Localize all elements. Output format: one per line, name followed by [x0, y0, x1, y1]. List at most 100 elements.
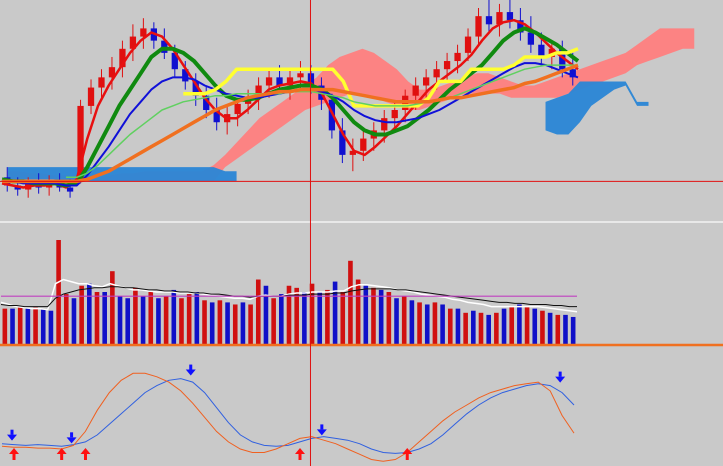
volume-bar-17	[133, 287, 138, 344]
candle-body	[129, 36, 137, 49]
candlestick-17	[182, 61, 189, 90]
volume-bar-26	[202, 300, 207, 344]
candle-body	[339, 130, 346, 155]
volume-bar-0	[2, 308, 8, 344]
candle-body	[527, 32, 535, 45]
volume-bar-21	[163, 296, 169, 344]
candle-body	[276, 77, 283, 86]
volume-bar-47	[363, 285, 369, 344]
volume-bar-2	[17, 306, 23, 344]
arrow-shaft	[84, 454, 87, 460]
candlestick-12	[129, 24, 137, 62]
buy-signal-arrow-1	[9, 448, 19, 460]
moving-average-line-1	[1, 18, 579, 189]
candle-body	[548, 48, 555, 57]
buy-signal-arrow-8	[402, 448, 413, 460]
moving-average-line-6	[2, 63, 579, 184]
arrow-head	[402, 448, 413, 454]
volume-bar-70	[540, 310, 545, 344]
volume-bar-35	[271, 298, 276, 344]
candle-body	[412, 85, 419, 96]
volume-bar-68	[524, 306, 530, 344]
volume-bar-40	[309, 283, 315, 344]
volume-bar-19	[148, 292, 154, 344]
candlestick-50	[527, 16, 535, 53]
volume-bar-71	[547, 312, 553, 344]
volume-bar-53	[409, 300, 415, 344]
moving-average-line-2	[1, 26, 580, 188]
candle-body	[108, 67, 116, 78]
moving-average-line-5	[66, 64, 578, 179]
ichimoku-cloud-blue	[545, 81, 649, 135]
volume-bar-69	[532, 308, 538, 344]
volume-bar-11	[87, 283, 92, 344]
volume-bar-9	[71, 298, 77, 344]
volume-bar-42	[325, 289, 330, 344]
candle-body	[391, 110, 398, 119]
volume-bar-5	[40, 309, 46, 344]
arrow-head	[185, 369, 196, 376]
volume-bar-61	[471, 310, 476, 344]
oscillator-panel[interactable]	[1, 364, 575, 462]
volume-bar-20	[156, 298, 161, 344]
volume-bar-41	[317, 292, 323, 344]
arrow-head	[295, 448, 305, 454]
sell-signal-arrow-0	[7, 429, 17, 441]
volume-bar-25	[194, 292, 200, 344]
candle-body	[433, 69, 440, 78]
volume-bar-6	[48, 310, 54, 344]
candle-body	[87, 87, 95, 106]
volume-bar-52	[401, 296, 407, 344]
arrow-head	[56, 448, 67, 454]
volume-bar-46	[355, 279, 361, 344]
candle-body	[98, 77, 105, 88]
candle-body	[234, 103, 241, 115]
volume-bar-44	[340, 292, 346, 344]
sell-signal-arrow-7	[316, 424, 327, 436]
volume-bar-18	[140, 296, 146, 344]
candle-body	[496, 12, 503, 25]
volume-bar-49	[378, 289, 384, 344]
volume-bar-32	[248, 304, 253, 344]
volume-panel[interactable]	[0, 240, 578, 344]
volume-bar-1	[10, 308, 15, 344]
volume-bar-8	[63, 294, 69, 344]
candle-body	[569, 69, 576, 78]
ichimoku-cloud-blue	[7, 167, 237, 182]
candlestick-47	[496, 3, 503, 37]
volume-bar-54	[417, 302, 422, 344]
buy-signal-arrow-6	[295, 448, 305, 460]
arrow-head	[66, 437, 77, 444]
price-panel[interactable]	[1, 0, 695, 198]
candle-body	[485, 16, 493, 25]
volume-bar-48	[371, 287, 376, 344]
candlestick-34	[360, 130, 367, 161]
volume-bar-43	[332, 281, 338, 344]
oscillator-line-1	[1, 378, 575, 454]
volume-bar-45	[348, 260, 353, 344]
arrow-head	[316, 429, 327, 436]
volume-bar-3	[25, 308, 31, 344]
volume-bar-51	[394, 298, 399, 344]
arrow-head	[7, 434, 17, 441]
candlestick-11	[119, 40, 126, 78]
candlestick-44	[464, 28, 472, 62]
volume-bar-12	[94, 292, 100, 344]
candlestick-32	[339, 118, 346, 164]
oscillator-line-2	[1, 372, 575, 462]
candlestick-15	[161, 28, 168, 59]
candlestick-46	[485, 0, 493, 33]
candlestick-45	[475, 8, 482, 45]
volume-bar-67	[517, 304, 522, 344]
arrow-shaft	[558, 371, 562, 377]
candle-body	[171, 52, 178, 70]
volume-bar-15	[117, 296, 123, 344]
volume-average-line-2	[0, 286, 577, 308]
candle-body	[475, 16, 482, 37]
candle-body	[286, 77, 294, 86]
volume-bar-37	[286, 285, 292, 344]
arrow-head	[80, 448, 91, 454]
candle-body	[506, 12, 514, 21]
